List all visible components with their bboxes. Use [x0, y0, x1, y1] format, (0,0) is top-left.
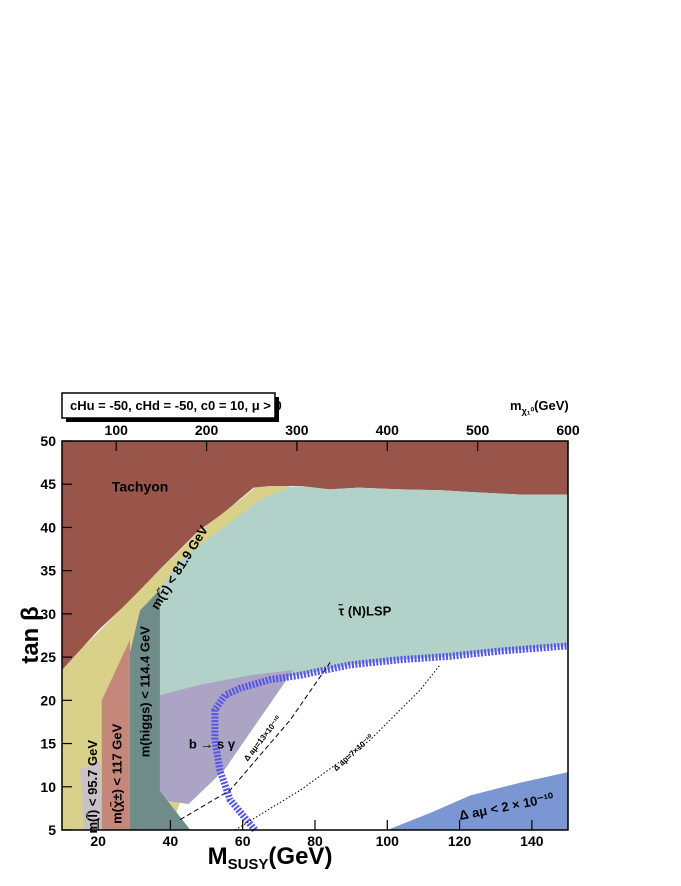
y-tick-label: 10 — [40, 779, 56, 795]
y-tick-label: 35 — [40, 563, 56, 579]
curve — [179, 662, 331, 821]
x-tick-label: 20 — [90, 833, 106, 849]
x-label-main: M — [208, 843, 228, 870]
region — [387, 772, 568, 830]
x2-label-sub: χ₁⁰ — [522, 406, 535, 416]
region-label: b → s γ — [189, 737, 236, 752]
region-label: m(l̃) < 95.7 GeV — [85, 740, 100, 834]
region — [101, 639, 130, 830]
region-label: m(higgs) < 114.4 GeV — [137, 626, 152, 757]
region — [159, 485, 568, 696]
y-axis-label: tan β — [17, 606, 44, 663]
curve-label: Δ aμ=7×10⁻¹⁰ — [331, 732, 375, 773]
region-label: Tachyon — [112, 478, 169, 494]
region-label: m(χ̃±) < 117 GeV — [109, 723, 124, 824]
region — [62, 441, 568, 671]
curve — [234, 664, 441, 831]
legend-box — [61, 392, 276, 419]
y-tick-label: 50 — [40, 433, 56, 449]
y-tick-label: 20 — [40, 692, 56, 708]
region — [159, 670, 294, 805]
y-tick-label: 5 — [48, 822, 56, 838]
x2-label-unit: (GeV) — [534, 398, 569, 413]
x-tick-label: 80 — [307, 833, 323, 849]
y-tick-label: 45 — [40, 476, 56, 492]
x2-tick-label: 600 — [556, 422, 580, 438]
x-tick-label: 120 — [448, 833, 472, 849]
x-tick-label: 140 — [520, 833, 544, 849]
y-tick-label: 30 — [40, 606, 56, 622]
x2-tick-label: 200 — [195, 422, 219, 438]
parameters: cHu = -50, cHd = -50, c0 = 10, μ > 0 — [70, 398, 282, 413]
x2-label-main: m — [510, 398, 522, 413]
x2-tick-label: 400 — [376, 422, 400, 438]
y-tick-label: 15 — [40, 736, 56, 752]
y-tick-label: 25 — [40, 649, 56, 665]
x-tick-label: 40 — [163, 833, 179, 849]
x-tick-label: 60 — [235, 833, 251, 849]
x-label-sub: SUSY — [228, 856, 269, 873]
region — [80, 760, 102, 830]
x2-tick-label: 100 — [105, 422, 129, 438]
x-axis-label: MSUSY(GeV) — [208, 843, 333, 873]
region-label: τ̃ (N)LSP — [338, 604, 391, 619]
x-label-unit: (GeV) — [268, 843, 332, 870]
curve — [211, 642, 569, 833]
y-tick-label: 40 — [40, 519, 56, 535]
region — [129, 589, 191, 830]
x2-tick-label: 300 — [285, 422, 309, 438]
x2-axis-label: mχ₁⁰(GeV) — [510, 398, 569, 416]
x-tick-label: 100 — [376, 833, 400, 849]
x2-tick-label: 500 — [466, 422, 490, 438]
